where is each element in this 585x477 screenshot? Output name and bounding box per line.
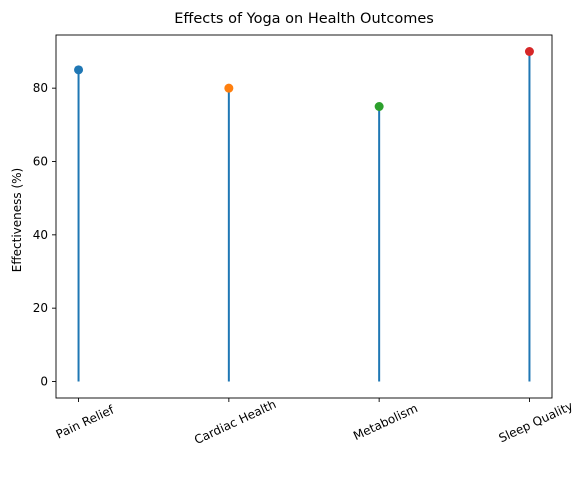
marker-sleep-quality <box>524 47 534 56</box>
x-tick-label-cardiac-health: Cardiac Health <box>192 397 278 447</box>
chart-title: Effects of Yoga on Health Outcomes <box>174 11 434 27</box>
x-tick-label-metabolism: Metabolism <box>351 401 420 443</box>
y-tick-label-20: 20 <box>33 301 48 315</box>
marker-pain-relief <box>74 65 84 75</box>
y-tick-label-0: 0 <box>40 375 48 389</box>
marker-cardiac-health <box>224 83 234 93</box>
y-axis-label: Effectiveness (%) <box>10 168 24 272</box>
y-tick-label-80: 80 <box>33 81 48 95</box>
marker-metabolism <box>374 102 384 111</box>
y-tick-label-40: 40 <box>33 228 48 242</box>
axes-frame <box>55 34 553 399</box>
x-tick-label-sleep-quality: Sleep Quality <box>497 399 575 446</box>
plot-area: 0 20 40 60 80 Pain Relief Cardiac Health Metabo… <box>33 47 575 447</box>
x-tick-label-pain-relief: Pain Relief <box>54 402 117 441</box>
y-tick-label-60: 60 <box>33 155 48 169</box>
